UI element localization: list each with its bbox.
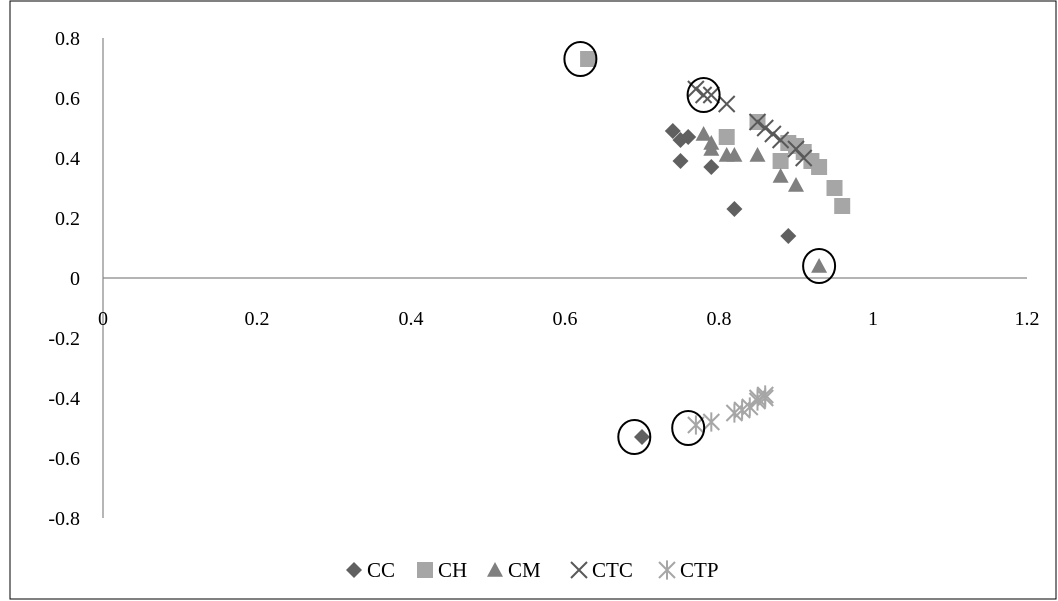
legend-marker-cc (346, 562, 362, 578)
legend-label-cm: CM (508, 558, 541, 582)
highlight-circle (802, 248, 837, 284)
point-ch (826, 180, 843, 196)
point-ctc (764, 125, 782, 143)
point-cc (664, 123, 681, 139)
series-cm (695, 126, 828, 273)
point-cm (726, 147, 743, 162)
data-marks (580, 51, 851, 445)
point-cm (703, 141, 720, 156)
highlight-circles (563, 41, 837, 455)
point-ctc (748, 113, 767, 131)
legend-item-ctc: CTC (570, 558, 633, 582)
legend-item-cc: CC (346, 558, 395, 582)
series-ch (580, 51, 851, 214)
point-ch (834, 198, 851, 214)
legend-label-ch: CH (438, 558, 467, 582)
x-tick-label: 1 (868, 308, 878, 330)
point-ctp (702, 412, 721, 432)
y-tick-label: -0.2 (48, 328, 80, 350)
legend: CC CH CM CTC CTP (346, 558, 719, 582)
legend-item-ctp: CTP (658, 558, 719, 582)
point-cc (726, 201, 743, 217)
point-ctc (771, 131, 790, 149)
point-ch (772, 153, 789, 169)
highlight-circle (617, 419, 652, 455)
axes (102, 38, 1027, 518)
y-tick-label: 0.8 (55, 28, 80, 50)
legend-item-cm: CM (487, 558, 541, 582)
point-cm (788, 177, 804, 192)
legend-label-ctp: CTP (680, 558, 719, 582)
point-cm (811, 258, 828, 273)
y-tick-label: -0.8 (48, 508, 80, 530)
x-tick-label: 1.2 (1015, 308, 1040, 330)
legend-item-ch: CH (417, 558, 467, 582)
legend-marker-ctc (570, 561, 588, 579)
point-cc (780, 228, 797, 244)
series-cc (634, 123, 797, 445)
x-tick-label: 0.4 (399, 308, 424, 330)
point-ch (718, 129, 735, 145)
point-cc (672, 153, 689, 169)
point-cc (634, 429, 650, 445)
point-ch (811, 159, 828, 175)
y-tick-label: -0.4 (48, 388, 80, 410)
y-tick-label: 0 (70, 268, 80, 290)
legend-label-cc: CC (367, 558, 395, 582)
x-tick-label: 0 (98, 308, 108, 330)
x-tick-label: 0.8 (707, 308, 732, 330)
point-ctc (694, 86, 713, 104)
point-cm (749, 147, 766, 162)
y-tick-label: 0.4 (55, 148, 80, 170)
legend-label-ctc: CTC (592, 558, 633, 582)
highlight-circle (563, 41, 598, 77)
point-ctc (702, 86, 721, 104)
point-ctc (794, 149, 813, 167)
legend-marker-ctp (658, 560, 676, 580)
highlight-circle (671, 410, 706, 446)
legend-marker-ch (417, 562, 433, 578)
chart-border (9, 0, 1057, 600)
y-tick-label: 0.6 (55, 88, 80, 110)
point-cc (703, 159, 720, 175)
highlight-circle (686, 77, 721, 113)
series-ctc (687, 80, 813, 167)
series-ctp (687, 385, 774, 435)
point-ctc (756, 119, 774, 137)
tick-labels: 0 0.2 0.4 0.6 0.8 1 1.2 0.8 0.6 0.4 0.2 0 -0.2 -0.4 -0… (48, 28, 1039, 530)
point-cm (772, 168, 789, 183)
legend-marker-cm (487, 562, 503, 577)
point-cc (680, 129, 697, 145)
point-ctp (756, 388, 774, 408)
point-ctc (717, 95, 736, 113)
point-cm (695, 126, 712, 141)
point-ch (580, 51, 597, 67)
x-tick-label: 0.6 (553, 308, 578, 330)
x-tick-label: 0.2 (245, 308, 270, 330)
y-tick-label: 0.2 (55, 208, 80, 230)
y-tick-label: -0.6 (48, 448, 80, 470)
